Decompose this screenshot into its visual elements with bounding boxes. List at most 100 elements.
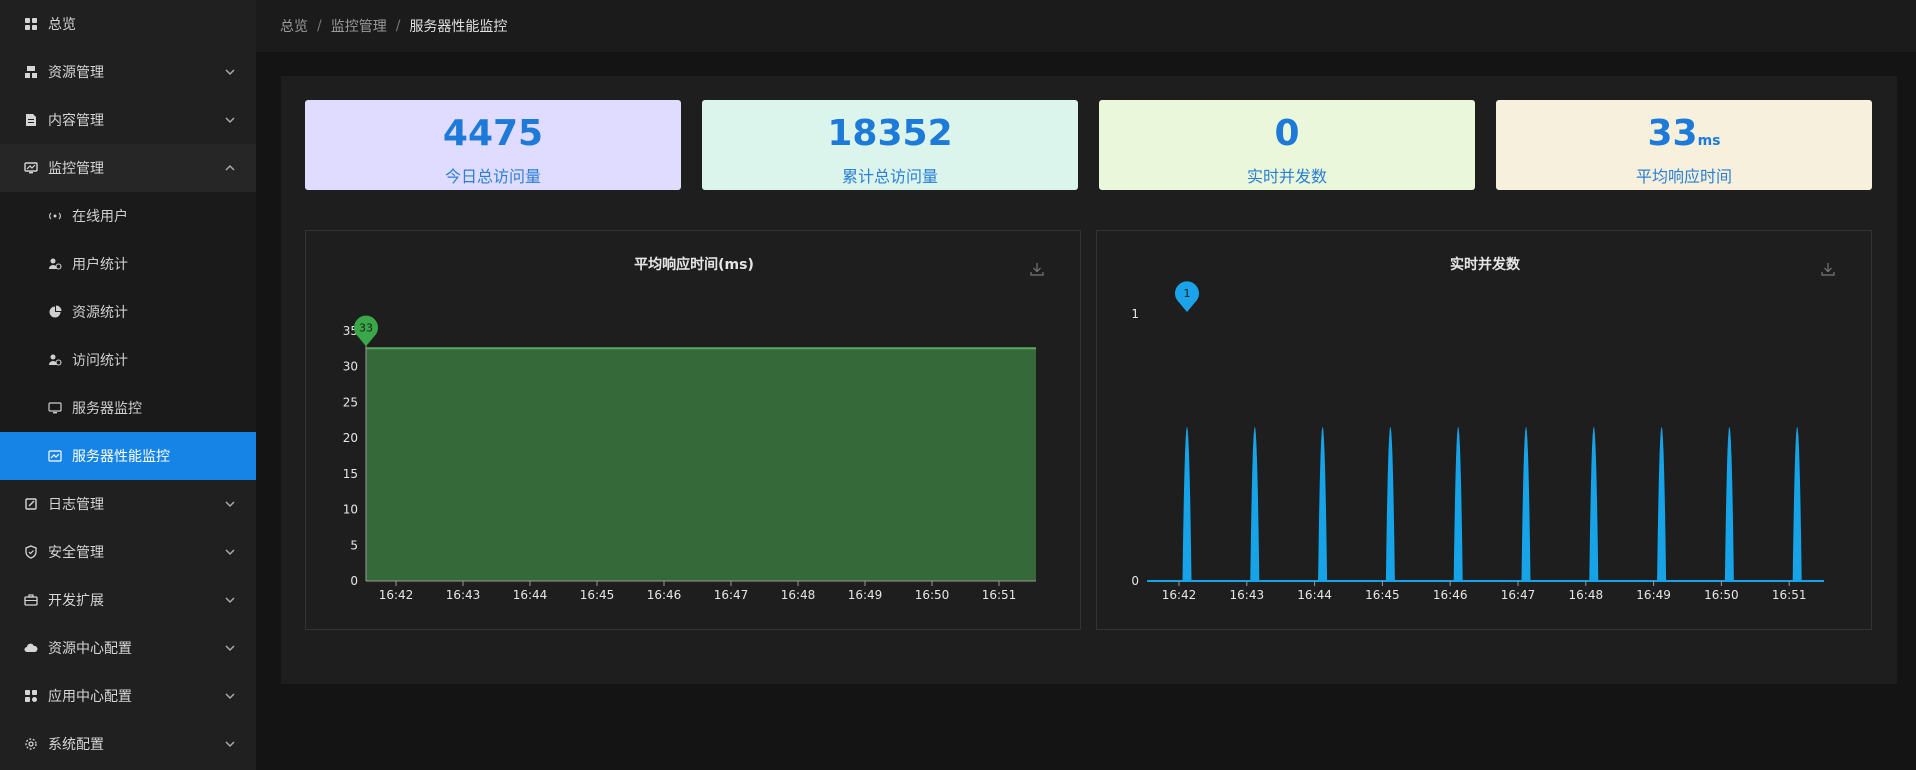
stat-card-today-visits: 4475 今日总访问量: [305, 100, 681, 190]
sidebar-subitem-pie[interactable]: 资源统计: [0, 288, 256, 336]
y-tick-label: 1: [1131, 307, 1139, 321]
chevron-down-icon[interactable]: [224, 594, 236, 606]
sidebar-item-label: 安全管理: [48, 545, 104, 561]
x-tick-label: 16:50: [1704, 588, 1739, 602]
download-icon[interactable]: [1030, 263, 1044, 276]
y-tick-label: 25: [343, 395, 358, 409]
toolbox-icon: [24, 593, 38, 607]
stat-card-total-visits: 18352 累计总访问量: [702, 100, 1078, 190]
breadcrumb-item-overview[interactable]: 总览: [280, 19, 308, 35]
sidebar-item-apps[interactable]: 应用中心配置: [0, 672, 256, 720]
x-tick-label: 16:51: [982, 588, 1017, 602]
sidebar-subitem-user-stat[interactable]: 用户统计: [0, 240, 256, 288]
stat-card-avg-response: 33ms 平均响应时间: [1496, 100, 1872, 190]
visit-icon: [48, 353, 62, 367]
breadcrumb-item-current: 服务器性能监控: [409, 19, 508, 35]
sidebar-item-label: 系统配置: [48, 737, 104, 753]
chevron-down-icon[interactable]: [224, 546, 236, 558]
chevron-up-icon[interactable]: [224, 162, 236, 174]
sidebar-subitem-visit[interactable]: 访问统计: [0, 336, 256, 384]
sidebar-item-label: 日志管理: [48, 497, 104, 513]
x-tick-label: 16:43: [446, 588, 481, 602]
stat-card-concurrency: 0 实时并发数: [1099, 100, 1475, 190]
main-content: 4475 今日总访问量 18352 累计总访问量 0 实时并发数 33ms 平均…: [281, 76, 1897, 684]
stat-value: 18352: [827, 113, 953, 154]
sidebar-item-label: 资源管理: [48, 65, 104, 81]
response-time-chart-panel: 平均响应时间(ms) 0 5 10 15 20 25 30 35 16:42 16:43 16:44 1…: [305, 230, 1081, 630]
y-tick-label: 0: [350, 574, 358, 588]
chevron-down-icon[interactable]: [224, 114, 236, 126]
sidebar-item-label: 应用中心配置: [48, 689, 132, 705]
marker-label: 33: [359, 321, 373, 334]
stat-label: 平均响应时间: [1635, 167, 1732, 186]
spike-mark: [1521, 427, 1531, 582]
sidebar: 总览资源管理内容管理监控管理在线用户用户统计资源统计访问统计服务器监控 服务器性能…: [0, 0, 256, 770]
spike-mark: [1250, 427, 1260, 582]
log-icon: [24, 497, 38, 511]
sidebar-subitem-server[interactable]: 服务器监控: [0, 384, 256, 432]
area-fill: [366, 348, 1036, 581]
chart-marker: 1: [1175, 281, 1199, 312]
y-tick-label: 5: [350, 538, 358, 552]
breadcrumb-separator: /: [395, 18, 401, 34]
gear-icon: [24, 737, 38, 751]
marker-label: 1: [1184, 287, 1191, 300]
sidebar-item-label: 内容管理: [48, 113, 104, 129]
sidebar-item-monitor[interactable]: 监控管理: [0, 144, 256, 192]
chevron-down-icon[interactable]: [224, 498, 236, 510]
sidebar-subitem-label: 用户统计: [72, 257, 128, 273]
sidebar-subitem-label: 资源统计: [72, 305, 128, 321]
spike-mark: [1453, 427, 1463, 582]
x-tick-label: 16:45: [1365, 588, 1400, 602]
x-tick-label: 16:42: [1162, 588, 1197, 602]
chevron-down-icon[interactable]: [224, 66, 236, 78]
y-tick-label: 15: [343, 467, 358, 481]
sidebar-subitem-chart-line[interactable]: 服务器性能监控: [0, 432, 256, 480]
sidebar-item-gear[interactable]: 系统配置: [0, 720, 256, 768]
stat-value: 4475: [442, 113, 544, 154]
stat-label: 今日总访问量: [444, 167, 541, 186]
spike-mark: [1792, 427, 1802, 582]
cloud-icon: [24, 641, 38, 655]
sidebar-item-log[interactable]: 日志管理: [0, 480, 256, 528]
chevron-down-icon[interactable]: [224, 738, 236, 750]
spike-mark: [1657, 427, 1667, 582]
x-tick-label: 16:44: [513, 588, 548, 602]
concurrency-chart: 实时并发数 0 1 16:42 16:43 16:44 16:45 16:46 16:47 16:…: [1131, 256, 1835, 602]
sidebar-subitem-online[interactable]: 在线用户: [0, 192, 256, 240]
sidebar-subitem-label: 访问统计: [72, 353, 128, 369]
chart-title: 实时并发数: [1450, 256, 1521, 273]
spike-mark: [1724, 427, 1734, 582]
download-icon[interactable]: [1821, 263, 1835, 276]
x-tick-label: 16:48: [781, 588, 816, 602]
spike-mark: [1385, 427, 1395, 582]
x-tick-label: 16:49: [1636, 588, 1671, 602]
spike-mark: [1318, 427, 1328, 582]
resource-icon: [24, 65, 38, 79]
x-tick-label: 16:47: [714, 588, 749, 602]
sidebar-item-grid[interactable]: 总览: [0, 0, 256, 48]
x-tick-label: 16:48: [1569, 588, 1604, 602]
chart-marker: 33: [354, 315, 378, 347]
y-tick-label: 20: [343, 431, 358, 445]
chart-title: 平均响应时间(ms): [634, 256, 754, 273]
chevron-down-icon[interactable]: [224, 642, 236, 654]
sidebar-item-label: 开发扩展: [48, 593, 104, 609]
x-tick-label: 16:51: [1772, 588, 1807, 602]
sidebar-item-resource[interactable]: 资源管理: [0, 48, 256, 96]
breadcrumb-item-monitor[interactable]: 监控管理: [330, 19, 387, 35]
chevron-down-icon[interactable]: [224, 690, 236, 702]
user-stat-icon: [48, 257, 62, 271]
x-tick-label: 16:46: [647, 588, 682, 602]
y-tick-label: 30: [343, 360, 358, 374]
breadcrumb-separator: /: [317, 18, 322, 34]
sidebar-item-label: 总览: [48, 17, 76, 33]
sidebar-item-toolbox[interactable]: 开发扩展: [0, 576, 256, 624]
sidebar-item-label: 监控管理: [48, 161, 104, 177]
sidebar-item-document[interactable]: 内容管理: [0, 96, 256, 144]
sidebar-item-shield[interactable]: 安全管理: [0, 528, 256, 576]
document-icon: [24, 113, 38, 127]
sidebar-item-cloud[interactable]: 资源中心配置: [0, 624, 256, 672]
monitor-submenu: 在线用户用户统计资源统计访问统计服务器监控 服务器性能监控: [0, 192, 256, 480]
concurrency-chart-panel: 实时并发数 0 1 16:42 16:43 16:44 16:45 16:46 16:47 16:…: [1096, 230, 1872, 630]
